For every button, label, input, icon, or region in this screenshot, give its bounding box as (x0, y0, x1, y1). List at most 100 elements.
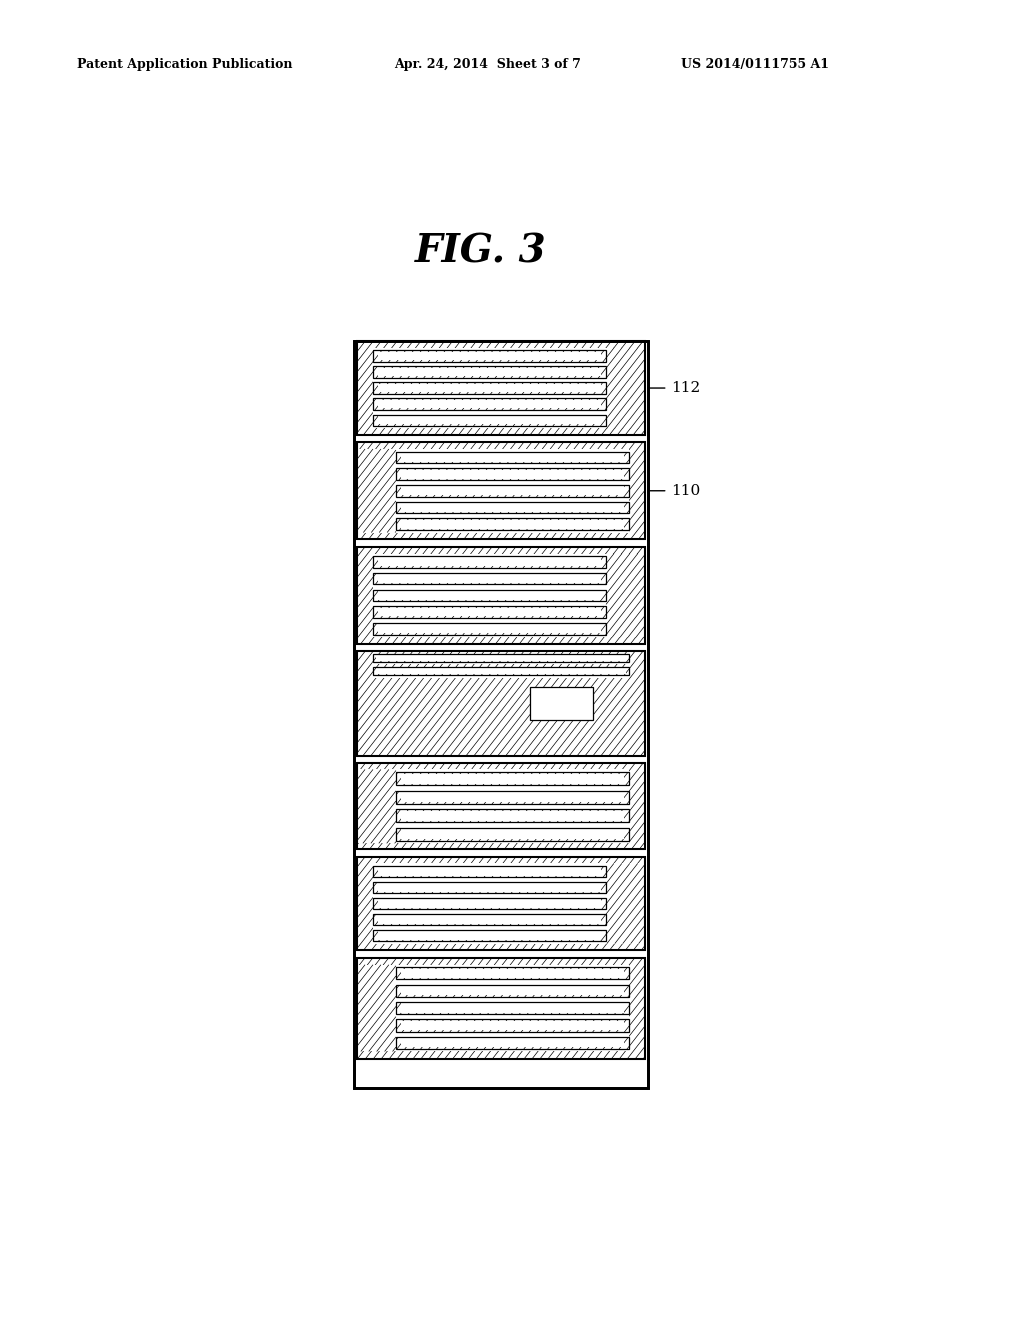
FancyBboxPatch shape (373, 941, 629, 944)
FancyBboxPatch shape (373, 825, 629, 828)
FancyBboxPatch shape (373, 997, 629, 999)
FancyBboxPatch shape (400, 520, 625, 528)
FancyBboxPatch shape (606, 553, 645, 638)
FancyBboxPatch shape (378, 351, 601, 360)
FancyBboxPatch shape (373, 982, 629, 985)
FancyBboxPatch shape (373, 979, 629, 982)
Text: 110: 110 (672, 483, 700, 498)
FancyBboxPatch shape (373, 480, 629, 482)
FancyBboxPatch shape (357, 857, 645, 950)
FancyBboxPatch shape (400, 486, 625, 495)
FancyBboxPatch shape (400, 470, 625, 479)
FancyBboxPatch shape (378, 915, 601, 924)
FancyBboxPatch shape (606, 863, 645, 944)
FancyBboxPatch shape (373, 603, 629, 606)
FancyBboxPatch shape (378, 384, 601, 392)
Text: Apr. 24, 2014  Sheet 3 of 7: Apr. 24, 2014 Sheet 3 of 7 (394, 58, 581, 71)
FancyBboxPatch shape (373, 999, 629, 1002)
FancyBboxPatch shape (373, 925, 629, 928)
Text: 112: 112 (672, 381, 700, 395)
FancyBboxPatch shape (373, 965, 629, 968)
FancyBboxPatch shape (373, 362, 629, 364)
FancyBboxPatch shape (373, 770, 629, 772)
FancyBboxPatch shape (373, 876, 629, 879)
FancyBboxPatch shape (354, 342, 648, 1089)
FancyBboxPatch shape (373, 553, 629, 556)
Text: US 2014/0111755 A1: US 2014/0111755 A1 (681, 58, 829, 71)
FancyBboxPatch shape (376, 655, 627, 661)
FancyBboxPatch shape (373, 663, 629, 664)
FancyBboxPatch shape (373, 1031, 629, 1034)
FancyBboxPatch shape (357, 442, 645, 540)
FancyBboxPatch shape (373, 364, 629, 367)
FancyBboxPatch shape (373, 516, 629, 519)
FancyBboxPatch shape (373, 863, 629, 866)
FancyBboxPatch shape (378, 400, 601, 408)
FancyBboxPatch shape (373, 1014, 629, 1016)
FancyBboxPatch shape (373, 804, 629, 807)
FancyBboxPatch shape (357, 449, 396, 532)
FancyBboxPatch shape (378, 557, 601, 566)
FancyBboxPatch shape (373, 895, 629, 898)
FancyBboxPatch shape (529, 686, 593, 721)
FancyBboxPatch shape (373, 513, 629, 516)
FancyBboxPatch shape (357, 770, 396, 843)
FancyBboxPatch shape (373, 426, 629, 428)
FancyBboxPatch shape (400, 1038, 625, 1047)
FancyBboxPatch shape (373, 570, 629, 573)
FancyBboxPatch shape (378, 607, 601, 616)
FancyBboxPatch shape (400, 1020, 625, 1030)
FancyBboxPatch shape (373, 841, 629, 843)
FancyBboxPatch shape (376, 668, 627, 675)
FancyBboxPatch shape (373, 1049, 629, 1052)
FancyBboxPatch shape (373, 531, 629, 532)
FancyBboxPatch shape (373, 496, 629, 499)
FancyBboxPatch shape (400, 1003, 625, 1012)
FancyBboxPatch shape (373, 585, 629, 587)
Text: Patent Application Publication: Patent Application Publication (77, 58, 292, 71)
FancyBboxPatch shape (357, 651, 645, 756)
FancyBboxPatch shape (373, 618, 629, 620)
FancyBboxPatch shape (373, 879, 629, 882)
FancyBboxPatch shape (357, 546, 645, 644)
FancyBboxPatch shape (357, 763, 645, 849)
FancyBboxPatch shape (400, 810, 625, 821)
FancyBboxPatch shape (373, 1034, 629, 1036)
FancyBboxPatch shape (373, 1016, 629, 1019)
FancyBboxPatch shape (400, 453, 625, 462)
FancyBboxPatch shape (373, 449, 629, 451)
FancyBboxPatch shape (378, 624, 601, 634)
FancyBboxPatch shape (373, 620, 629, 623)
FancyBboxPatch shape (373, 396, 629, 399)
FancyBboxPatch shape (373, 348, 629, 350)
FancyBboxPatch shape (373, 412, 629, 414)
FancyBboxPatch shape (373, 807, 629, 809)
FancyBboxPatch shape (373, 568, 629, 570)
FancyBboxPatch shape (378, 883, 601, 892)
FancyBboxPatch shape (357, 958, 645, 1059)
FancyBboxPatch shape (400, 986, 625, 995)
FancyBboxPatch shape (606, 348, 645, 428)
FancyBboxPatch shape (373, 463, 629, 466)
FancyBboxPatch shape (373, 822, 629, 825)
FancyBboxPatch shape (373, 635, 629, 638)
FancyBboxPatch shape (378, 368, 601, 376)
FancyBboxPatch shape (400, 503, 625, 512)
FancyBboxPatch shape (373, 676, 629, 677)
FancyBboxPatch shape (373, 466, 629, 469)
FancyBboxPatch shape (373, 409, 629, 412)
FancyBboxPatch shape (373, 788, 629, 791)
FancyBboxPatch shape (373, 393, 629, 396)
FancyBboxPatch shape (373, 785, 629, 788)
FancyBboxPatch shape (373, 499, 629, 502)
FancyBboxPatch shape (378, 867, 601, 875)
FancyBboxPatch shape (373, 912, 629, 913)
FancyBboxPatch shape (373, 909, 629, 912)
FancyBboxPatch shape (373, 378, 629, 380)
FancyBboxPatch shape (373, 928, 629, 931)
FancyBboxPatch shape (378, 932, 601, 940)
FancyBboxPatch shape (373, 587, 629, 590)
FancyBboxPatch shape (378, 416, 601, 425)
FancyBboxPatch shape (373, 894, 629, 895)
FancyBboxPatch shape (373, 380, 629, 383)
